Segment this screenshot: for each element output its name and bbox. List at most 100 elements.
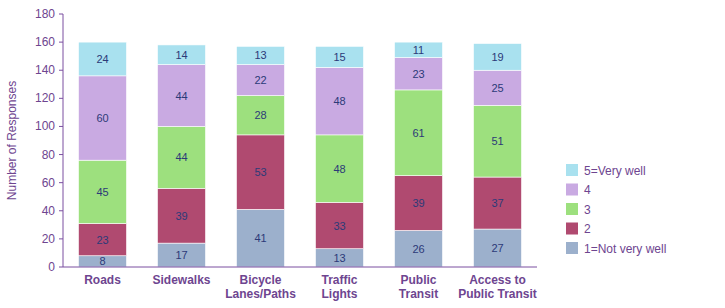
chart-svg: 8174113262723395333393745442848615160442…: [0, 0, 725, 308]
y-axis-line: [63, 14, 64, 267]
data-label: 22: [254, 74, 266, 86]
data-label: 13: [254, 49, 266, 61]
data-label: 11: [413, 44, 424, 56]
y-tick: [59, 154, 63, 155]
bar-segment: [237, 135, 285, 209]
y-tick: [59, 98, 63, 99]
data-label: 17: [175, 249, 187, 261]
bar-segment: [316, 67, 364, 134]
y-tick-label: 180: [35, 7, 55, 21]
bar-segment: [79, 256, 127, 267]
data-label: 45: [96, 186, 108, 198]
legend-label: 1=Not very well: [584, 242, 666, 256]
y-tick: [59, 126, 63, 127]
data-label: 23: [412, 68, 424, 80]
y-axis-title: Number of Responses: [5, 81, 19, 200]
bar-segment: [395, 42, 443, 57]
data-label: 39: [175, 210, 187, 222]
y-tick: [59, 70, 63, 71]
data-label: 60: [96, 112, 108, 124]
y-tick: [59, 182, 63, 183]
y-tick-label: 20: [42, 232, 56, 246]
x-tick-label: Sidewalks: [152, 273, 210, 287]
y-tick-label: 60: [42, 176, 56, 190]
bar-segment: [474, 229, 522, 267]
data-label: 53: [254, 166, 266, 178]
legend-label: 3: [584, 203, 591, 217]
data-label: 39: [412, 197, 424, 209]
bar-segment: [395, 176, 443, 231]
data-label: 26: [412, 243, 424, 255]
y-tick-label: 140: [35, 63, 55, 77]
data-label: 61: [412, 127, 424, 139]
x-tick-label: Roads: [84, 273, 121, 287]
legend-label: 2: [584, 222, 591, 236]
data-label: 25: [491, 82, 503, 94]
data-labels: 8 17 41 13 26 27 23 39 53 33 39 37 45 44 28 48 61 51 60 44 2…: [96, 44, 503, 268]
y-tick: [59, 14, 63, 15]
y-tick-label: 100: [35, 119, 55, 133]
y-tick: [59, 267, 63, 268]
legend: 5=Very well 4 3 2 1=Not very well: [566, 164, 666, 256]
data-label: 51: [491, 135, 503, 147]
data-label: 44: [175, 151, 187, 163]
bar-segment: [474, 177, 522, 229]
bar-segment: [316, 249, 364, 267]
bar-segment: [79, 42, 127, 76]
bar-segment: [395, 90, 443, 176]
x-tick-label: PublicTransit: [399, 273, 438, 301]
chart-container: 8174113262723395333393745442848615160442…: [0, 0, 725, 308]
y-tick-label: 120: [35, 91, 55, 105]
x-axis-line: [63, 267, 537, 268]
bar-segment: [395, 230, 443, 267]
y-tick: [59, 210, 63, 211]
data-label: 13: [333, 252, 345, 264]
bar-segment: [237, 65, 285, 96]
y-tick-label: 40: [42, 204, 56, 218]
legend-label: 4: [584, 183, 591, 197]
data-label: 28: [254, 109, 266, 121]
y-tick: [59, 42, 63, 43]
data-label: 14: [175, 49, 187, 61]
legend-swatch: [566, 223, 578, 235]
data-label: 27: [491, 242, 503, 254]
data-label: 48: [333, 163, 345, 175]
legend-swatch: [566, 242, 578, 254]
bar-segment: [316, 46, 364, 67]
bar-segment: [316, 135, 364, 202]
bar-segment: [474, 70, 522, 105]
legend-label: 5=Very well: [584, 164, 646, 178]
y-tick: [59, 238, 63, 239]
data-label: 8: [99, 255, 105, 267]
data-label: 33: [333, 220, 345, 232]
data-label: 24: [96, 53, 108, 65]
data-label: 23: [96, 234, 108, 246]
bar-segment: [158, 243, 206, 267]
y-tick-label: 80: [42, 148, 56, 162]
data-label: 48: [333, 95, 345, 107]
bar-segment: [158, 65, 206, 127]
data-label: 41: [254, 232, 266, 244]
bar-segment: [237, 209, 285, 267]
legend-swatch: [566, 184, 578, 196]
bar-segment: [79, 160, 127, 223]
x-tick-label: Access toPublic Transit: [458, 273, 537, 301]
legend-swatch: [566, 203, 578, 215]
bar-segment: [158, 188, 206, 243]
bar-segment: [474, 105, 522, 177]
data-label: 19: [491, 51, 503, 63]
y-tick-label: 160: [35, 35, 55, 49]
bar-segment: [79, 223, 127, 255]
legend-swatch: [566, 164, 578, 176]
x-tick-label: BicycleLanes/Paths: [225, 273, 296, 301]
bar-segment: [237, 46, 285, 64]
data-label: 44: [175, 90, 187, 102]
bar-segment: [474, 44, 522, 71]
y-tick-label: 0: [48, 260, 55, 274]
bar-segment: [158, 45, 206, 65]
data-label: 15: [333, 51, 345, 63]
bars: [79, 42, 522, 267]
bar-segment: [158, 126, 206, 188]
x-tick-label: TrafficLights: [321, 273, 357, 301]
data-label: 37: [491, 197, 503, 209]
